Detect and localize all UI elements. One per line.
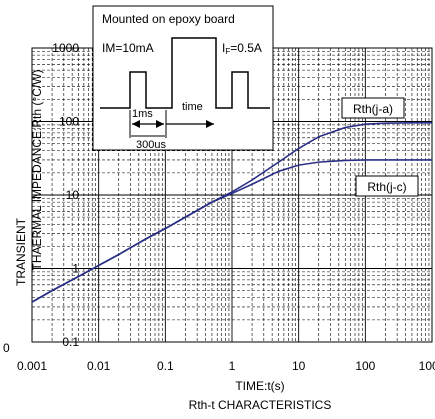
series-label-ja: Rth(j-a) <box>341 97 405 119</box>
series-line-rth-j-c <box>31 159 432 303</box>
x-tick-label: 1000 <box>419 359 435 373</box>
y-tick-label: 1000 <box>52 41 79 55</box>
series-label-ja-text: Rth(j-a) <box>353 102 393 116</box>
inset-if-sub: F <box>225 47 230 56</box>
inset-300us-label: 300us <box>136 139 166 151</box>
series-label-jc: Rth(j-c) <box>355 175 419 197</box>
tick-labels: 0.001 0.01 0.1 1 10 100 1000 0.1 1 10 100 1000 <box>17 41 435 373</box>
y-tick-label: 0.1 <box>62 335 79 349</box>
y-axis-title-line2: THAERMAL IMPEDANCE:Rth (°C/W) <box>30 69 44 270</box>
series-layer <box>31 122 432 303</box>
inset-pulse-waveform <box>100 37 270 109</box>
series-label-jc-box <box>355 175 419 197</box>
inset-1ms-arrowhead-left <box>132 120 140 128</box>
x-tick-label: 0.001 <box>17 359 47 373</box>
series-label-ja-box <box>341 97 405 119</box>
x-tick-label: 100 <box>355 359 375 373</box>
inset-im-label: IM=10mA <box>102 41 154 55</box>
inset-box <box>92 5 274 151</box>
inset-time-arrowhead <box>206 120 214 128</box>
chart-caption: Rth-t CHARACTERISTICS <box>189 398 332 412</box>
inset-if-value: =0.5A <box>230 41 262 55</box>
x-tick-label: 0.01 <box>87 359 111 373</box>
inset-if-label: IF=0.5A <box>222 41 262 56</box>
y-axis-title-line1: TRANSIENT <box>14 217 28 286</box>
series-label-jc-text: Rth(j-c) <box>367 180 406 194</box>
x-tick-label: 1 <box>229 359 236 373</box>
inset-pulse-diagram: Mounted on epoxy board IM=10mA IF=0.5A 1… <box>92 5 274 151</box>
inset-time-label: time <box>182 101 203 113</box>
inset-title: Mounted on epoxy board <box>102 12 235 26</box>
inset-1ms-label: 1ms <box>132 108 153 120</box>
inset-if-i: I <box>222 41 225 55</box>
x-axis-title: TIME:t(s) <box>235 379 284 393</box>
x-tick-label: 0.1 <box>157 359 174 373</box>
y-tick-label: 1 <box>72 262 79 276</box>
y-tick-label: 10 <box>66 188 80 202</box>
stray-zero-label: 0 <box>3 341 10 355</box>
y-tick-label: 100 <box>59 115 79 129</box>
inset-1ms-arrowhead-right <box>156 120 164 128</box>
x-tick-label: 10 <box>292 359 306 373</box>
